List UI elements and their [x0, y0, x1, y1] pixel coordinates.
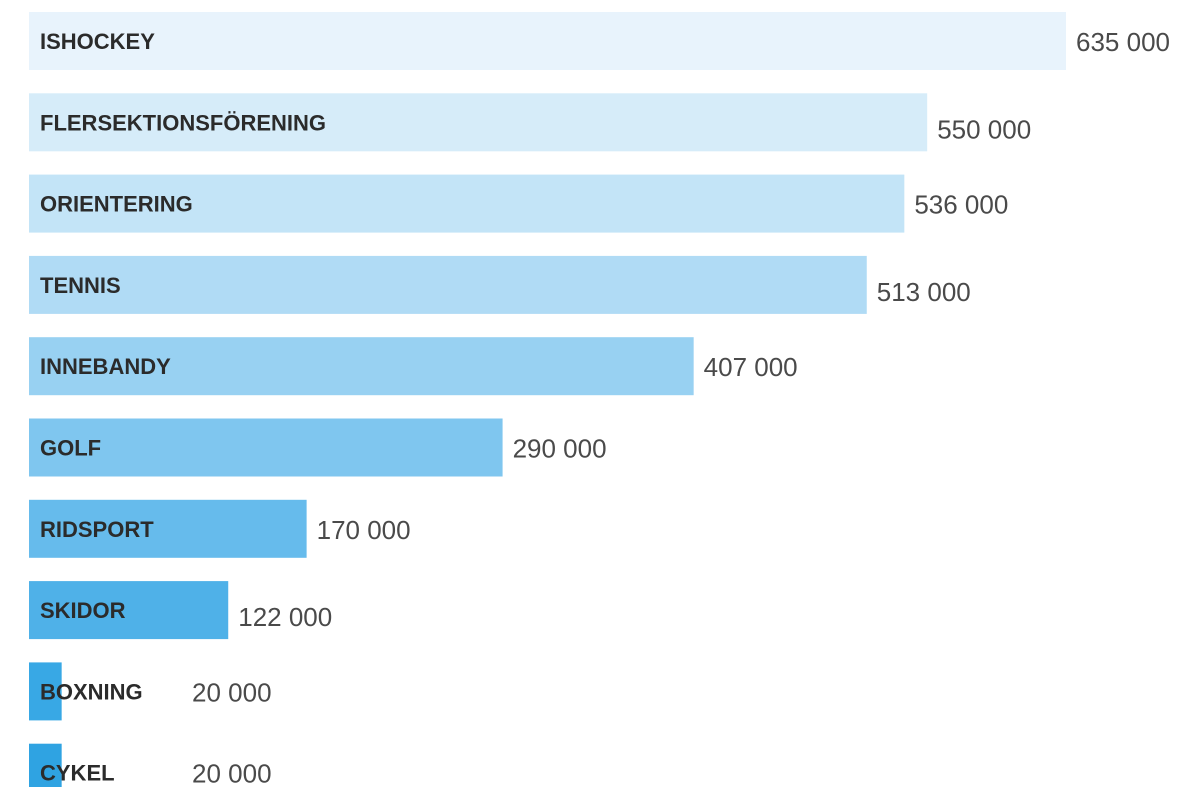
bar: [29, 743, 62, 787]
bar: [29, 581, 229, 640]
bar: [29, 255, 867, 314]
bar: [29, 499, 307, 558]
value-label: 513 000: [877, 277, 971, 307]
category-label: ORIENTERING: [40, 192, 193, 217]
bar-group: BOXNING 20 000: [29, 662, 272, 721]
category-label: BOXNING: [40, 679, 143, 704]
bar-group: ORIENTERING 536 000: [29, 174, 1008, 233]
bar: [29, 12, 1066, 70]
bar: [29, 662, 62, 721]
category-label: SKIDOR: [40, 598, 126, 623]
category-label: GOLF: [40, 436, 101, 461]
value-label: 550 000: [937, 114, 1031, 144]
value-label: 170 000: [317, 515, 411, 545]
category-label: CYKEL: [40, 761, 115, 786]
bar-group: FLERSEKTIONSFÖRENING 550 000: [29, 93, 1031, 152]
category-label: FLERSEKTIONSFÖRENING: [40, 110, 326, 135]
value-label: 407 000: [704, 352, 798, 382]
bar: [29, 174, 905, 233]
value-label: 122 000: [238, 602, 332, 632]
value-label: 635 000: [1076, 27, 1170, 57]
value-label: 536 000: [914, 190, 1008, 220]
category-label: INNEBANDY: [40, 354, 171, 379]
bar-group: ISHOCKEY 635 000: [29, 12, 1170, 70]
bar-group: RIDSPORT 170 000: [29, 499, 411, 558]
category-label: RIDSPORT: [40, 517, 154, 542]
value-label: 20 000: [192, 759, 272, 787]
bar: [29, 93, 928, 152]
value-label: 20 000: [192, 677, 272, 707]
bar-group: TENNIS 513 000: [29, 255, 971, 314]
value-label: 290 000: [513, 434, 607, 464]
bar-group: SKIDOR 122 000: [29, 581, 332, 640]
bar-group: CYKEL 20 000: [29, 743, 272, 787]
category-label: ISHOCKEY: [40, 29, 155, 54]
category-label: TENNIS: [40, 273, 121, 298]
bar-group: GOLF 290 000: [29, 418, 607, 477]
bar: [29, 337, 694, 396]
bar-group: INNEBANDY 407 000: [29, 337, 798, 396]
bar: [29, 418, 503, 477]
